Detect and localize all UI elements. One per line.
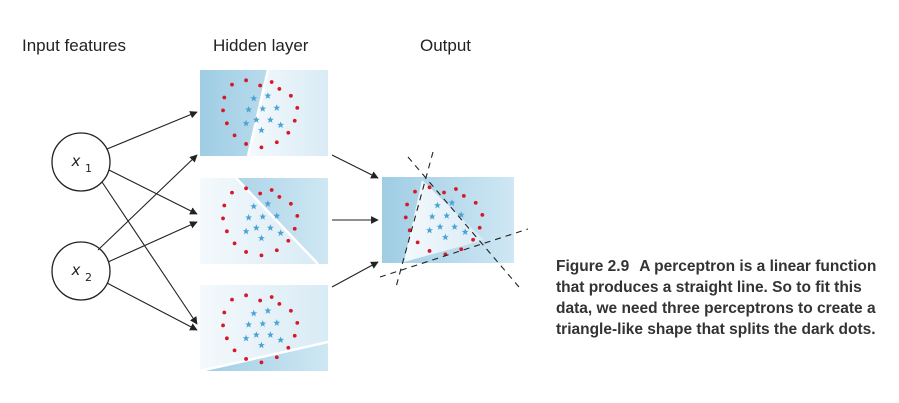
svg-text:x: x <box>71 261 81 279</box>
red-dot <box>274 355 279 360</box>
red-dot <box>232 241 237 246</box>
red-dot <box>274 248 279 253</box>
input-x1-base: x <box>71 152 81 170</box>
red-dot <box>258 83 263 88</box>
header-hidden-layer: Hidden layer <box>213 36 309 55</box>
red-dot <box>222 203 227 208</box>
red-dot <box>224 336 229 341</box>
red-dot <box>269 188 274 192</box>
red-dot <box>244 357 248 361</box>
red-dot <box>221 108 225 113</box>
header-output: Output <box>420 36 472 55</box>
red-dot <box>295 105 300 110</box>
red-dot <box>258 298 263 303</box>
red-dot <box>259 253 264 258</box>
red-dot <box>230 82 234 87</box>
red-dot <box>224 229 229 234</box>
red-dot <box>232 133 237 138</box>
hidden-panel-3 <box>200 285 328 371</box>
caption-label: Figure 2.9 <box>556 258 630 275</box>
red-dot <box>244 142 248 146</box>
red-dot <box>269 80 274 84</box>
red-dot <box>292 333 297 338</box>
output-decision-lines <box>379 151 529 288</box>
red-dot <box>258 191 263 196</box>
red-dot <box>427 185 432 190</box>
hidden-panel-2 <box>200 178 328 264</box>
svg-text:x: x <box>71 152 81 170</box>
red-dot <box>230 297 234 302</box>
input-x1-sub: 1 <box>85 162 92 175</box>
red-dot <box>295 213 300 218</box>
panel-2-points <box>221 186 300 258</box>
red-dot <box>277 195 282 199</box>
red-dot <box>244 293 248 298</box>
red-dot <box>221 323 225 328</box>
input-x2-base: x <box>71 261 81 279</box>
red-dot <box>403 215 408 220</box>
red-dot <box>471 237 475 242</box>
red-dot <box>259 145 264 150</box>
input-node-x2: x 2 <box>51 241 111 301</box>
red-dot <box>292 118 297 123</box>
figure-caption: Figure 2.9 A perceptron is a linear funct… <box>556 256 886 340</box>
red-dot <box>244 186 248 191</box>
red-dot <box>277 87 282 91</box>
red-dot <box>288 93 293 98</box>
input-x2-sub: 2 <box>85 271 92 284</box>
red-dot <box>295 320 300 325</box>
red-dot <box>232 348 237 353</box>
red-dot <box>224 121 229 126</box>
red-dot <box>221 216 225 221</box>
red-dot <box>459 247 464 252</box>
red-dot <box>230 190 234 195</box>
red-dot <box>454 187 458 191</box>
header-input-features: Input features <box>22 36 126 55</box>
red-dot <box>286 130 291 135</box>
red-dot <box>405 202 409 207</box>
red-dot <box>286 238 291 243</box>
red-dot <box>442 190 446 195</box>
input-node-x1: x 1 <box>51 132 111 192</box>
svg-text:1: 1 <box>85 162 92 175</box>
red-dot <box>244 78 248 83</box>
panel-3-points <box>221 293 300 365</box>
red-dot <box>427 249 432 253</box>
red-dot <box>259 360 264 365</box>
svg-text:2: 2 <box>85 271 92 284</box>
hidden-output-connections <box>331 154 379 288</box>
red-dot <box>286 345 291 350</box>
red-dot <box>222 95 227 100</box>
output-panel <box>379 151 529 288</box>
red-dot <box>480 212 485 217</box>
red-dot <box>274 140 279 145</box>
red-dot <box>288 308 293 313</box>
red-dot <box>473 200 478 205</box>
caption-text: A perceptron is a linear function that p… <box>556 258 877 338</box>
red-dot <box>413 189 417 194</box>
hidden-panel-1 <box>200 70 328 156</box>
red-dot <box>269 295 274 299</box>
output-points <box>403 185 485 257</box>
red-dot <box>244 250 248 254</box>
red-dot <box>292 226 297 231</box>
red-dot <box>407 228 412 233</box>
input-hidden-connections <box>97 111 198 331</box>
red-dot <box>277 302 282 306</box>
panel-1-points <box>221 78 300 150</box>
red-dot <box>222 310 227 315</box>
red-dot <box>461 194 466 198</box>
red-dot <box>415 240 420 245</box>
red-dot <box>288 201 293 206</box>
red-dot <box>477 225 482 230</box>
